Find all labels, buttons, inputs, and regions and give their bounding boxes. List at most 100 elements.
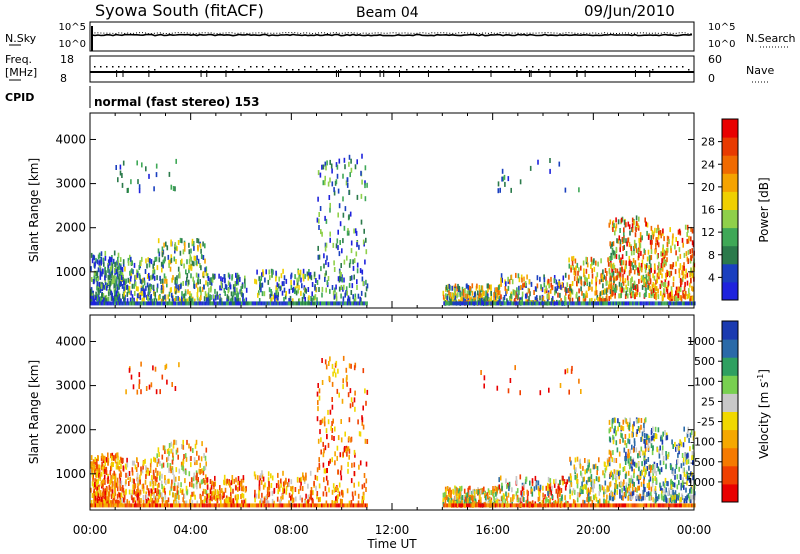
scatter-cell <box>582 484 584 490</box>
nave-dot <box>646 66 648 68</box>
scatter-cell <box>569 484 571 490</box>
scatter-cell <box>463 298 465 304</box>
scatter-cell <box>465 283 468 289</box>
scatter-cell <box>567 301 569 306</box>
scatter-cell <box>253 471 256 477</box>
scatter-cell <box>637 453 639 459</box>
nave-dot <box>358 66 360 68</box>
scatter-cell <box>518 285 520 291</box>
scatter-cell <box>508 486 510 492</box>
scatter-cell <box>578 288 580 294</box>
scatter-cell <box>648 283 650 289</box>
scatter-cell <box>654 468 656 474</box>
scatter-cell <box>321 231 323 237</box>
scatter-cell <box>320 266 322 272</box>
scatter-cell <box>537 159 539 165</box>
scatter-cell <box>625 419 628 425</box>
scatter-cell <box>105 285 108 291</box>
scatter-cell <box>185 298 187 304</box>
scatter-cell <box>362 424 365 430</box>
scatter-cell <box>174 476 177 482</box>
nave-dot <box>604 66 606 68</box>
scatter-cell <box>167 455 170 461</box>
scatter-cell <box>608 269 611 275</box>
scatter-cell <box>689 488 691 494</box>
scatter-cell <box>95 472 97 478</box>
scatter-cell <box>214 475 216 481</box>
scatter-cell <box>444 499 447 505</box>
scatter-cell <box>341 489 343 495</box>
scatter-cell <box>123 490 125 496</box>
scatter-cell <box>684 224 687 230</box>
scatter-cell <box>621 287 623 293</box>
scatter-cell <box>505 291 507 297</box>
scatter-cell <box>265 269 267 275</box>
nave-dot <box>514 69 516 71</box>
scatter-cell <box>665 260 667 266</box>
scatter-cell <box>543 277 546 283</box>
scatter-cell <box>683 265 685 271</box>
scatter-cell <box>633 220 635 226</box>
scatter-cell <box>574 301 577 306</box>
scatter-cell <box>520 301 522 306</box>
scatter-cell <box>163 258 166 264</box>
scatter-cell <box>576 262 579 268</box>
scatter-cell <box>196 472 198 478</box>
scatter-cell <box>239 301 242 306</box>
scatter-cell <box>277 283 280 289</box>
scatter-cell <box>355 301 358 306</box>
scatter-cell <box>132 484 134 490</box>
scatter-cell <box>205 266 208 272</box>
scatter-cell <box>685 487 687 493</box>
scatter-cell <box>453 292 455 298</box>
scatter-cell <box>630 459 633 465</box>
scatter-cell <box>161 496 164 502</box>
scatter-cell <box>149 497 152 503</box>
scatter-cell <box>631 466 633 472</box>
scatter-cell <box>479 298 481 303</box>
scatter-cell <box>619 463 621 469</box>
scatter-cell <box>481 294 484 299</box>
scatter-cell <box>215 495 218 500</box>
scatter-cell <box>335 179 338 185</box>
scatter-cell <box>583 272 585 278</box>
scatter-cell <box>653 436 655 442</box>
nave-dot <box>412 66 414 68</box>
scatter-cell <box>260 301 263 306</box>
scatter-cell <box>663 494 666 500</box>
scatter-cell <box>204 465 207 471</box>
scatter-cell <box>450 298 452 304</box>
scatter-cell <box>245 297 248 303</box>
scatter-cell <box>130 273 132 279</box>
scatter-cell <box>130 260 132 266</box>
scatter-cell <box>573 267 576 273</box>
scatter-cell <box>618 281 621 287</box>
scatter-cell <box>182 460 184 466</box>
scatter-cell <box>451 500 453 506</box>
scatter-cell <box>177 482 180 488</box>
scatter-cell <box>352 294 354 300</box>
scatter-cell <box>634 262 636 268</box>
scatter-cell <box>549 478 552 484</box>
scatter-cell <box>366 439 369 444</box>
scatter-cell <box>354 228 357 234</box>
scatter-cell <box>463 494 465 500</box>
scatter-cell <box>495 491 497 497</box>
nsearch-line <box>91 31 693 35</box>
scatter-cell <box>204 495 206 501</box>
scatter-cell <box>649 464 651 470</box>
scatter-cell <box>131 467 134 473</box>
scatter-cell <box>644 495 646 501</box>
scatter-cell <box>206 493 208 499</box>
scatter-cell <box>349 301 352 306</box>
scatter-cell <box>145 491 147 497</box>
scatter-cell <box>672 444 674 449</box>
scatter-cell <box>331 428 334 433</box>
scatter-cell <box>548 283 550 289</box>
scatter-cell <box>304 273 306 279</box>
scatter-cell <box>324 273 326 279</box>
scatter-cell <box>332 371 334 377</box>
scatter-cell <box>461 495 464 500</box>
nsky-trace <box>91 26 693 51</box>
scatter-cell <box>660 301 663 306</box>
